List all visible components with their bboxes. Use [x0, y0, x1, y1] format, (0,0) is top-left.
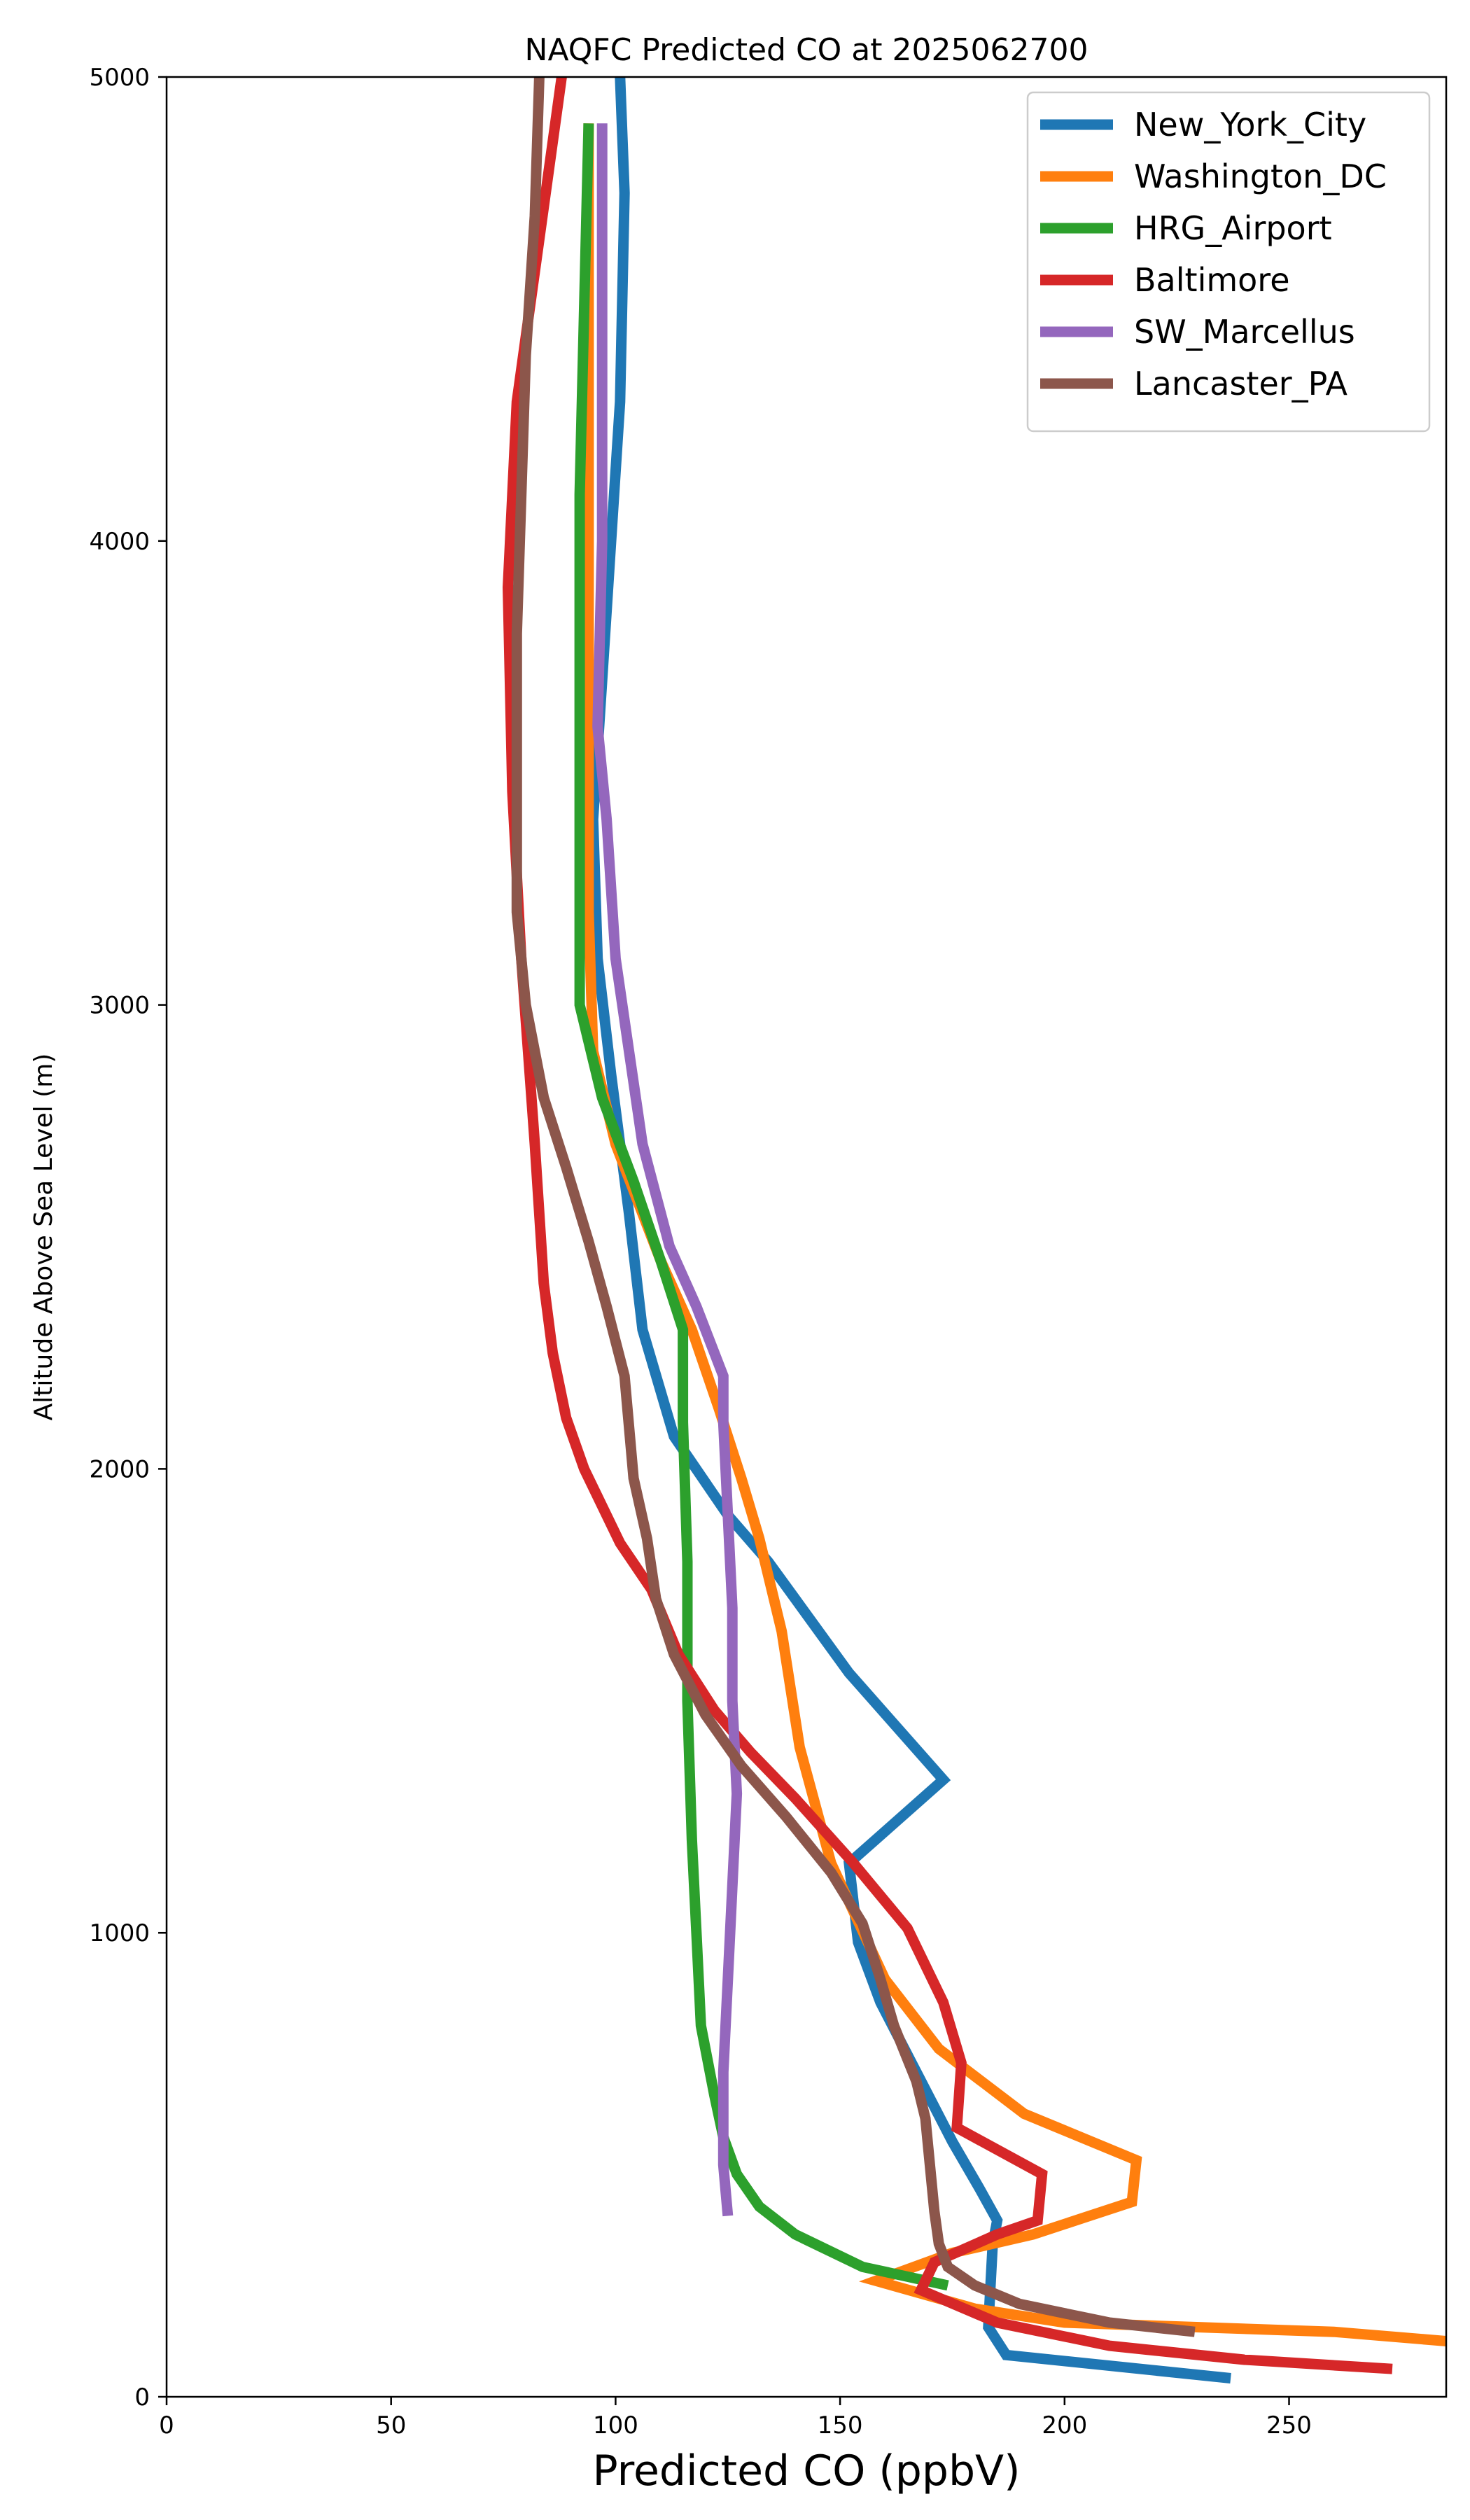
y-tick-label: 2000 [89, 1455, 150, 1483]
x-tick-label: 100 [593, 2412, 638, 2440]
x-tick-label: 150 [818, 2412, 863, 2440]
legend-label: HRG_Airport [1134, 209, 1332, 247]
x-tick-label: 0 [159, 2412, 174, 2440]
x-axis: 0 50 100 150 200 250 [159, 2397, 1312, 2440]
chart-title: NAQFC Predicted CO at 2025062700 [525, 32, 1088, 68]
x-tick-label: 250 [1266, 2412, 1312, 2440]
y-tick-label: 0 [134, 2384, 150, 2412]
y-tick-label: 4000 [89, 528, 150, 556]
x-axis-label: Predicted CO (ppbV) [592, 2446, 1020, 2496]
legend-label: SW_Marcellus [1134, 313, 1355, 351]
x-tick-label: 200 [1042, 2412, 1087, 2440]
series-line-sw-marcellus [592, 123, 743, 2217]
legend-label: Baltimore [1134, 261, 1290, 299]
y-tick-label: 3000 [89, 992, 150, 1020]
x-tick-label: 50 [376, 2412, 406, 2440]
y-tick-label: 1000 [89, 1919, 150, 1947]
legend-label: Lancaster_PA [1134, 365, 1348, 402]
legend-label: New_York_City [1134, 106, 1366, 144]
legend-box [1026, 91, 1431, 433]
y-axis: 0 1000 2000 3000 4000 5000 [89, 64, 167, 2412]
legend: New_York_City Washington_DC HRG_Airport Bal… [1026, 91, 1431, 433]
series-line-lancaster-pa [511, 77, 1196, 2337]
y-axis-label: Altitude Above Sea Level (m) [29, 1054, 58, 1421]
series-layer [502, 77, 1446, 2384]
series-line-hrg-airport [574, 123, 949, 2291]
y-tick-label: 5000 [89, 64, 150, 92]
plot-frame [165, 76, 1448, 2398]
legend-label: Washington_DC [1134, 158, 1387, 195]
